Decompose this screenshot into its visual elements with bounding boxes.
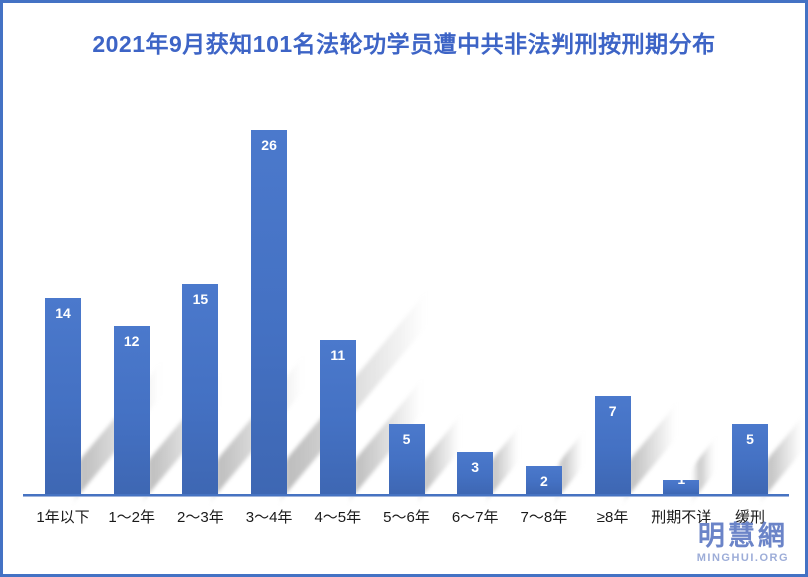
bar-shadow [765, 410, 805, 496]
x-axis-label: 2～3年 [177, 509, 224, 526]
bar-value-label: 1 [677, 471, 686, 487]
bar-shadow [696, 438, 717, 496]
bar-value-label: 7 [608, 403, 617, 419]
x-axis-label: 6～7年 [451, 509, 499, 526]
bar: 26 [251, 130, 288, 494]
minghui-logo-english: MINGHUI.ORG [696, 552, 789, 564]
x-axis-line [23, 494, 789, 497]
x-axis-label: ≥8年 [596, 509, 629, 526]
bar: 14 [45, 298, 81, 494]
chart-title: 2021年9月获知101名法轮功学员遭中共非法判刑按刑期分布 [92, 31, 716, 57]
bar-value-label: 3 [471, 459, 480, 475]
bar-value-label: 2 [539, 473, 548, 489]
bar: 3 [457, 452, 494, 494]
bar-shadow [490, 423, 523, 496]
bar-value-label: 5 [402, 431, 411, 447]
bar-value-label: 26 [261, 137, 277, 153]
x-axis-label: 4～5年 [314, 509, 362, 526]
x-axis-label: 刑期不详 [651, 509, 712, 526]
x-axis-label: 3～4年 [245, 509, 293, 526]
x-axis-label: 1～2年 [108, 509, 156, 526]
bar: 5 [388, 424, 425, 494]
bar: 1 [663, 472, 700, 494]
bar-shadow [558, 431, 585, 496]
plot-area: 14 1年以下 12 1～2年 15 2～3年 26 3～4年 11 4～5年 5 5～6年 3 6～7年… [23, 73, 805, 526]
bar: 11 [319, 340, 356, 494]
x-axis-label: 1年以下 [36, 509, 90, 526]
bar-value-label: 11 [330, 347, 346, 363]
minghui-logo-chinese: 明慧網 [697, 521, 788, 552]
bar: 12 [113, 326, 150, 494]
bar-value-label: 15 [192, 291, 209, 307]
minghui-logo: 明慧網 MINGHUI.ORG [697, 523, 789, 564]
x-axis-label: 5～6年 [383, 509, 430, 526]
x-axis-label: 缓刑 [734, 509, 765, 526]
bar-value-label: 14 [55, 305, 71, 321]
bar-value-label: 12 [123, 333, 140, 349]
bar: 15 [182, 284, 219, 494]
bar-value-label: 5 [746, 431, 754, 447]
x-axis-label: 7～8年 [520, 509, 568, 526]
bar: 7 [594, 396, 631, 494]
bar: 5 [732, 424, 768, 494]
bar: 2 [525, 466, 562, 494]
